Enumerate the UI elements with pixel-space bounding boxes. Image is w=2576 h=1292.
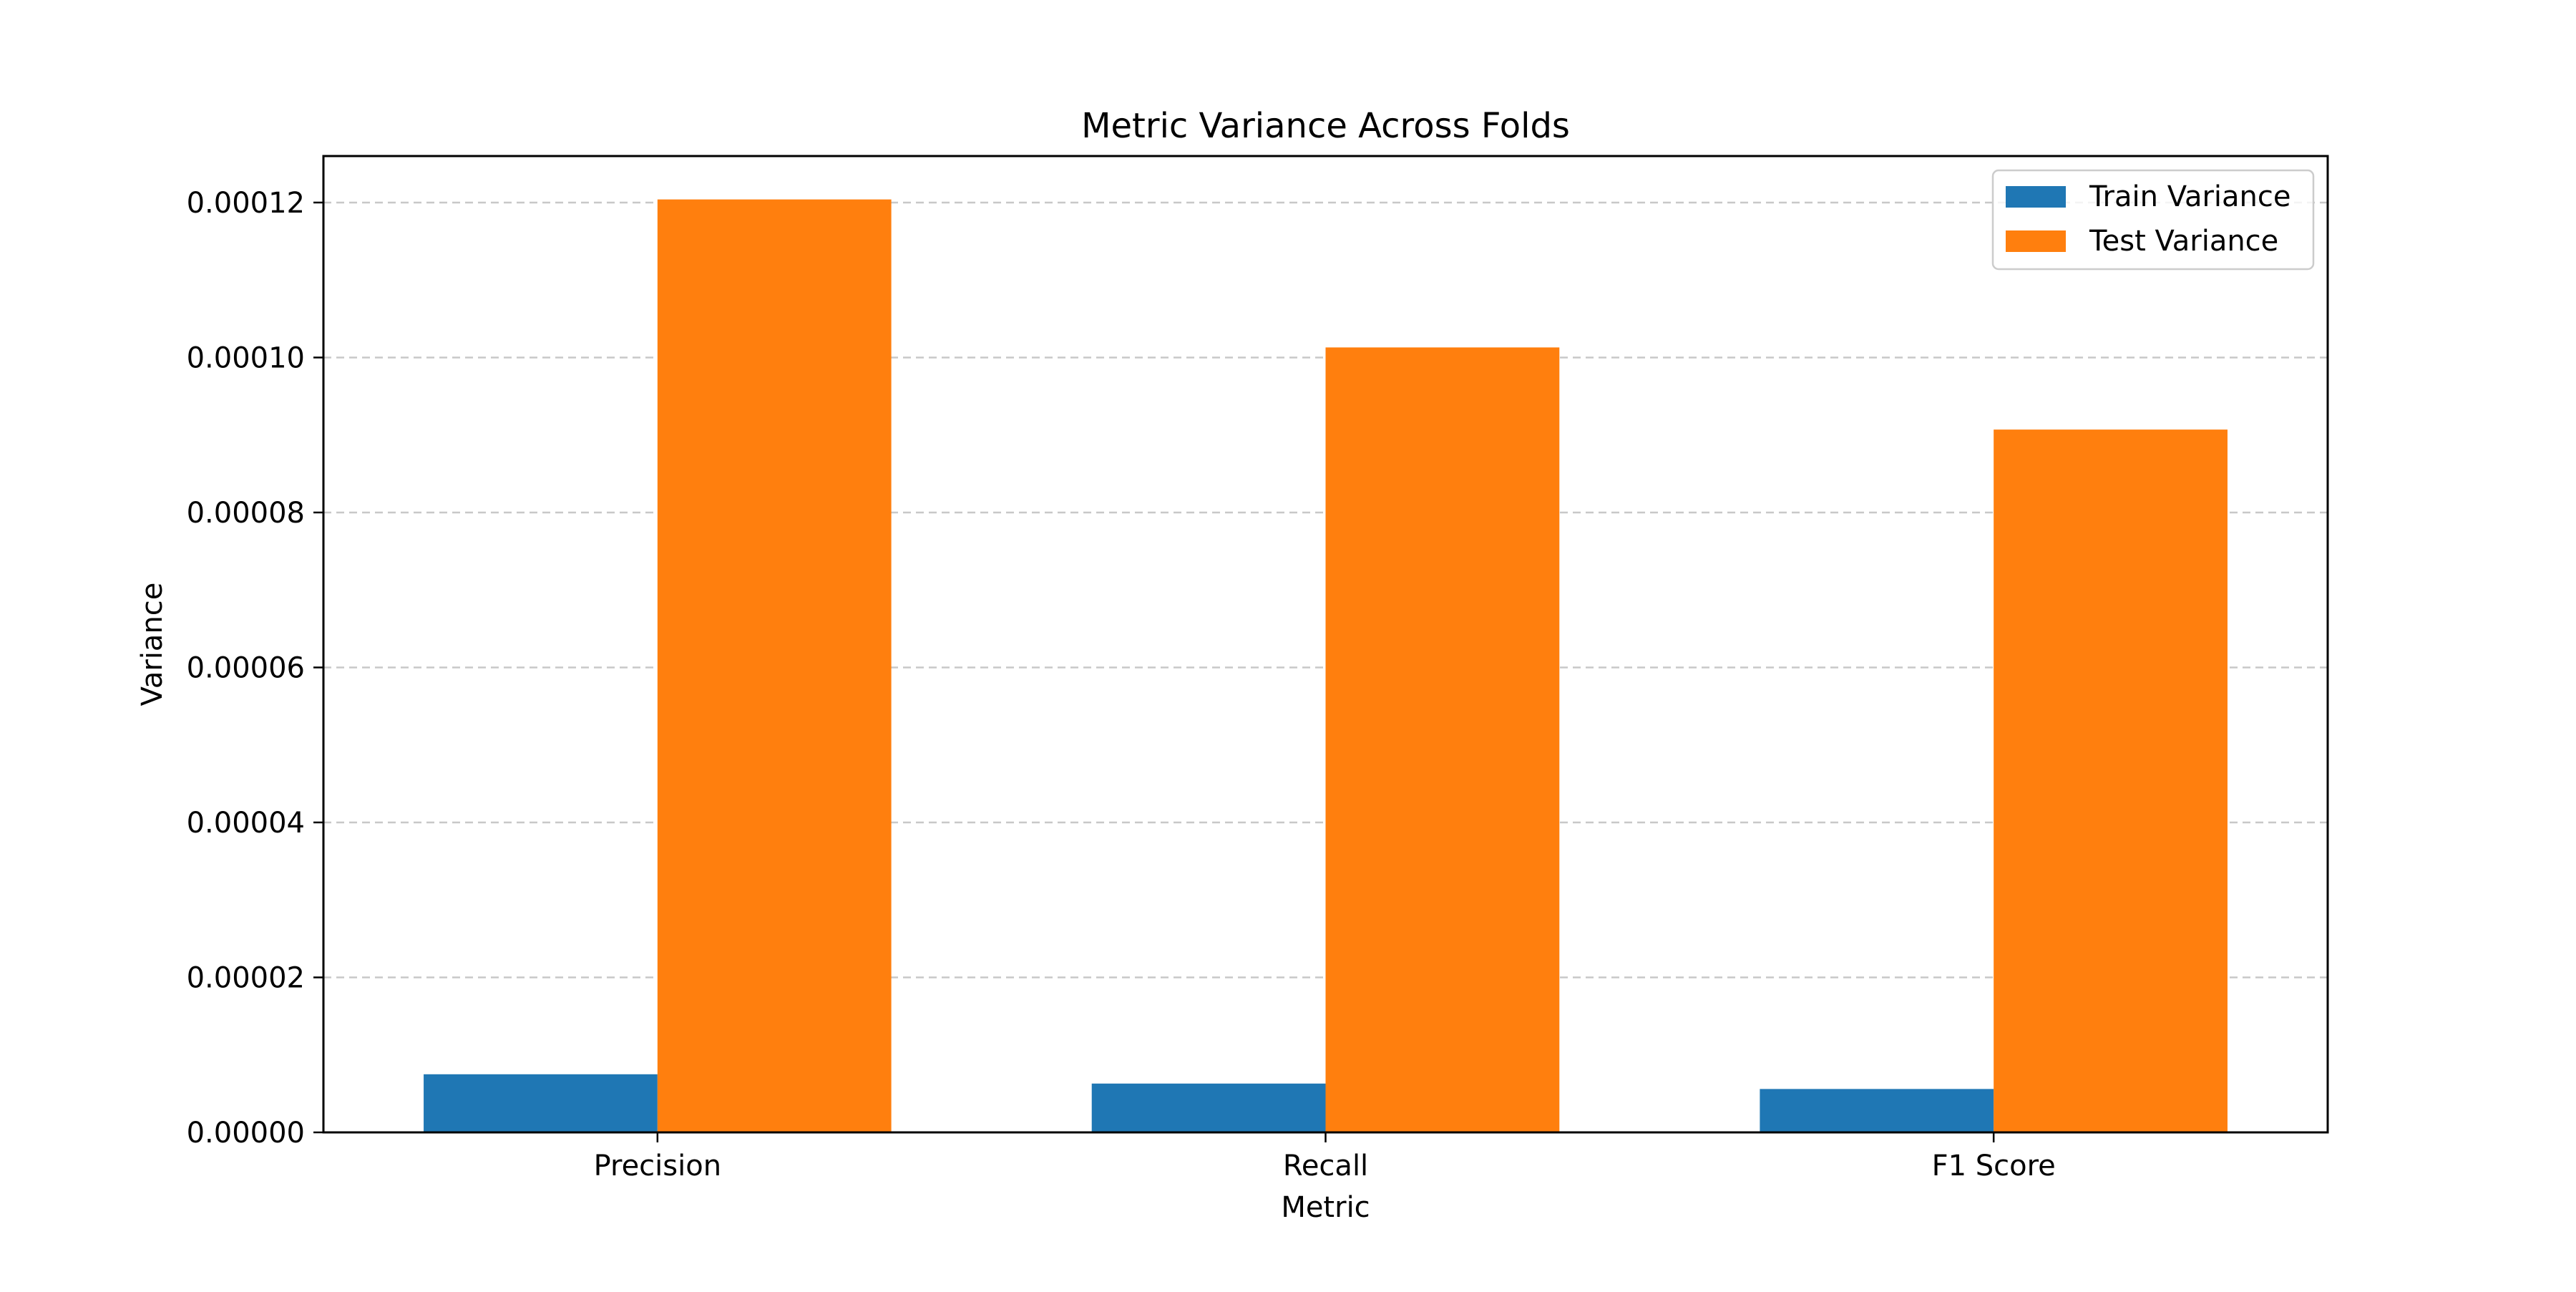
- test-variance-bar-f1-score: [1994, 429, 2228, 1132]
- y-axis-label: Variance: [136, 583, 169, 706]
- train-variance-bar-precision: [424, 1074, 658, 1132]
- y-tick-label: 0.00008: [187, 497, 305, 530]
- legend-label: Train Variance: [2089, 180, 2290, 213]
- legend-swatch: [2006, 186, 2066, 208]
- y-tick-label: 0.00002: [187, 961, 305, 994]
- y-tick-label: 0.00006: [187, 651, 305, 684]
- legend-label: Test Variance: [2089, 225, 2278, 258]
- x-tick-label: F1 Score: [1932, 1150, 2056, 1182]
- train-variance-bar-recall: [1091, 1083, 1326, 1132]
- train-variance-bar-f1-score: [1760, 1089, 1994, 1132]
- y-tick-label: 0.00010: [187, 341, 305, 374]
- test-variance-bar-precision: [657, 199, 892, 1133]
- x-axis-ticks: Precision Recall F1 Score: [594, 1132, 2056, 1182]
- y-tick-label: 0.00004: [187, 807, 305, 840]
- x-axis-label: Metric: [1281, 1191, 1370, 1224]
- legend-box: [1991, 169, 2315, 271]
- legend: Train Variance Test Variance: [1991, 169, 2315, 271]
- legend-swatch: [2006, 230, 2066, 252]
- test-variance-bar-recall: [1325, 347, 1560, 1132]
- y-tick-label: 0.00012: [187, 187, 305, 220]
- x-tick-label: Recall: [1283, 1150, 1368, 1182]
- chart-title: Metric Variance Across Folds: [1081, 106, 1570, 146]
- x-tick-label: Precision: [594, 1150, 721, 1182]
- y-axis-ticks: 0.00000 0.00002 0.00004 0.00006 0.00008 0.000…: [187, 187, 323, 1150]
- y-tick-label: 0.00000: [187, 1117, 305, 1150]
- bars: [424, 199, 2228, 1133]
